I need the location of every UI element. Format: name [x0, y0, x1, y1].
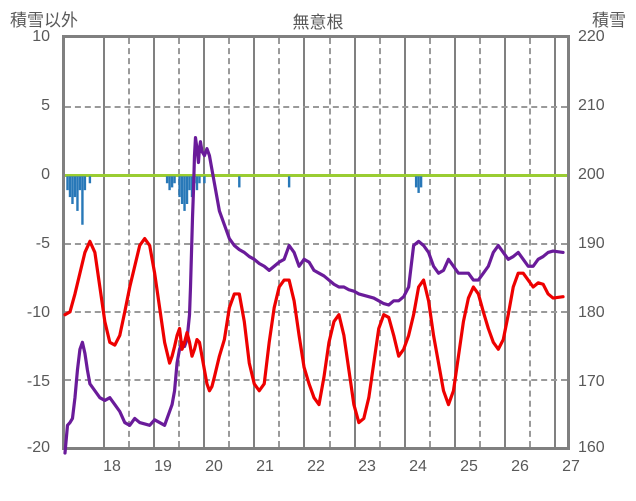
snow-bar-segment — [166, 176, 168, 183]
snow-bar-segment — [420, 176, 422, 187]
snow-bar-segment — [66, 176, 68, 190]
snow-bar-segment — [415, 176, 417, 187]
chart-title: 無意根 — [0, 8, 636, 33]
xtick-18: 18 — [97, 458, 127, 476]
snow-bars-group — [66, 176, 422, 224]
xtick-23: 23 — [352, 458, 382, 476]
snow-bar-segment — [203, 176, 205, 183]
snow-bar-segment — [183, 176, 185, 211]
snow-bar-segment — [81, 176, 83, 224]
data-series-svg — [65, 38, 573, 453]
ytick-left-5: 5 — [10, 97, 50, 115]
ytick-right-190: 190 — [578, 235, 618, 253]
snow-bar-segment — [79, 176, 81, 190]
ytick-right-220: 220 — [578, 28, 618, 46]
ytick-left-10: 10 — [10, 28, 50, 46]
ytick-left-neg5: -5 — [10, 235, 50, 253]
xtick-25: 25 — [454, 458, 484, 476]
xtick-21: 21 — [250, 458, 280, 476]
snow-bar-segment — [417, 176, 419, 193]
snow-bar-segment — [168, 176, 170, 190]
snow-bar-segment — [84, 176, 86, 190]
snow-bar-segment — [288, 176, 290, 187]
ytick-right-170: 170 — [578, 373, 618, 391]
snow-bar-segment — [74, 176, 76, 197]
ytick-left-neg20: -20 — [10, 439, 50, 457]
snow-bar-segment — [238, 176, 240, 187]
xtick-24: 24 — [403, 458, 433, 476]
snow-bar-segment — [178, 176, 180, 197]
purple-line-series — [65, 138, 563, 453]
ytick-right-200: 200 — [578, 166, 618, 184]
snow-bar-segment — [173, 176, 175, 183]
xtick-22: 22 — [301, 458, 331, 476]
snow-bar-segment — [71, 176, 73, 204]
snow-bar-segment — [186, 176, 188, 204]
snow-bar-segment — [188, 176, 190, 190]
xtick-27: 27 — [556, 458, 586, 476]
snow-bar-segment — [198, 176, 200, 183]
snow-bar-segment — [171, 176, 173, 187]
ytick-left-neg10: -10 — [10, 304, 50, 322]
snow-bar-segment — [89, 176, 91, 183]
ytick-left-neg15: -15 — [10, 373, 50, 391]
snow-bar-segment — [196, 176, 198, 190]
snow-bar-segment — [181, 176, 183, 204]
ytick-right-160: 160 — [578, 439, 618, 457]
snow-bar-segment — [76, 176, 78, 211]
ytick-left-0: 0 — [10, 166, 50, 184]
snow-bar-segment — [69, 176, 71, 197]
ytick-right-210: 210 — [578, 97, 618, 115]
ytick-right-180: 180 — [578, 304, 618, 322]
xtick-19: 19 — [148, 458, 178, 476]
xtick-20: 20 — [199, 458, 229, 476]
xtick-26: 26 — [505, 458, 535, 476]
plot-area — [62, 35, 570, 450]
chart-container: 積雪以外 積雪 無意根 — [0, 0, 636, 501]
